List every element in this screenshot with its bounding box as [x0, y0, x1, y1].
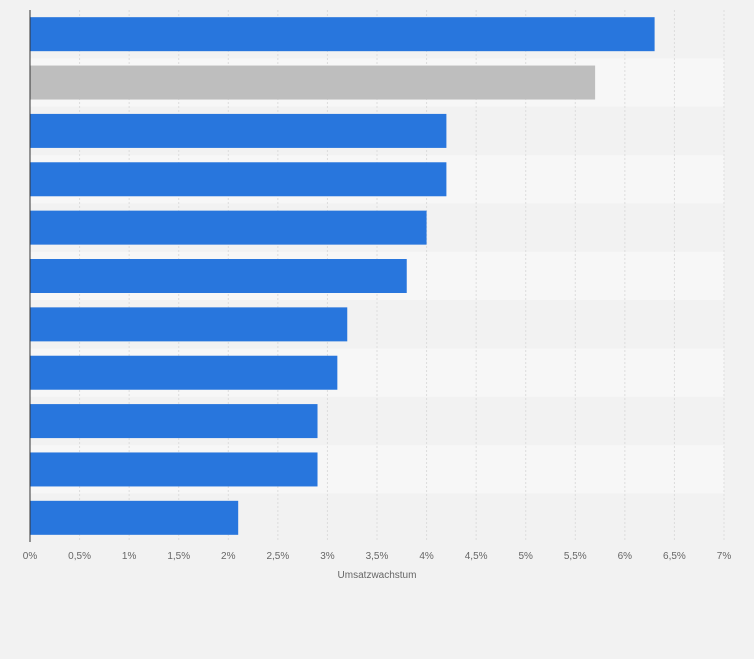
- x-tick-label: 5,5%: [564, 551, 587, 562]
- bar[interactable]: [30, 452, 318, 487]
- x-tick-label: 1,5%: [167, 551, 190, 562]
- bar[interactable]: [30, 259, 407, 293]
- x-tick-label: 0,5%: [68, 551, 91, 562]
- x-tick-label: 1%: [122, 551, 137, 562]
- bars: [30, 17, 655, 535]
- x-tick-label: 0%: [23, 551, 38, 562]
- bar[interactable]: [30, 500, 239, 535]
- x-tick-labels: 0% 0,5% 1% 1,5% 2% 2,5% 3% 3,5% 4% 4,5% 5% 5,5% 6% 6,…: [23, 551, 732, 562]
- bar[interactable]: [30, 17, 655, 52]
- x-tick-label: 7%: [717, 551, 732, 562]
- bar[interactable]: [30, 404, 318, 439]
- x-tick-label: 6,5%: [663, 551, 686, 562]
- bar[interactable]: [30, 210, 427, 245]
- x-tick-label: 5%: [518, 551, 533, 562]
- bar[interactable]: [30, 355, 338, 390]
- x-tick-label: 2,5%: [266, 551, 289, 562]
- x-tick-label: 2%: [221, 551, 236, 562]
- bar[interactable]: [30, 307, 348, 342]
- bar[interactable]: [30, 65, 596, 100]
- x-tick-label: 6%: [618, 551, 633, 562]
- x-tick-label: 3%: [320, 551, 335, 562]
- bar[interactable]: [30, 113, 447, 148]
- x-tick-label: 4,5%: [465, 551, 488, 562]
- bar[interactable]: [30, 162, 447, 197]
- x-axis-title: Umsatzwachstum: [338, 570, 417, 581]
- x-tick-label: 3,5%: [366, 551, 389, 562]
- x-tick-label: 4%: [419, 551, 434, 562]
